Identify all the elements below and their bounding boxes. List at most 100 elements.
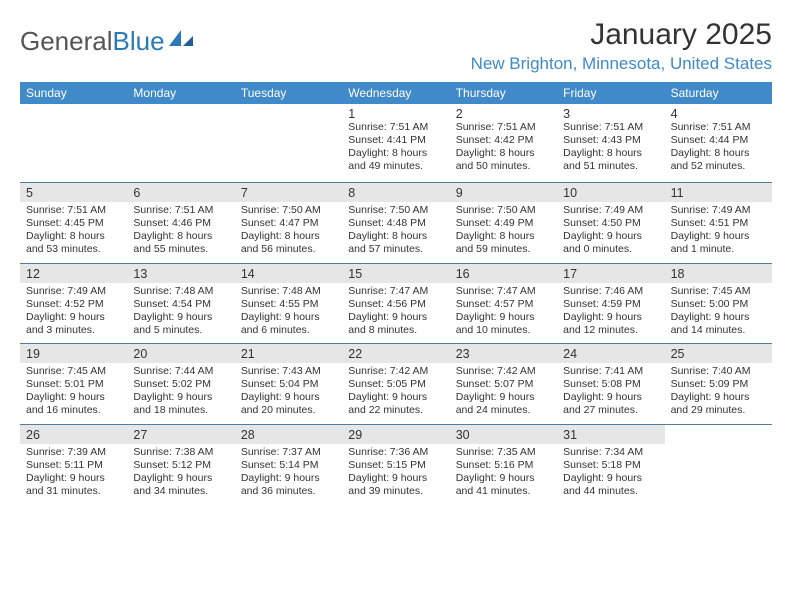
day-d1: Daylight: 8 hours bbox=[241, 230, 336, 243]
day-sunrise: Sunrise: 7:48 AM bbox=[133, 285, 228, 298]
day-d1: Daylight: 9 hours bbox=[348, 311, 443, 324]
day-d1: Daylight: 8 hours bbox=[671, 147, 766, 160]
day-cell: 25Sunrise: 7:40 AMSunset: 5:09 PMDayligh… bbox=[665, 344, 772, 424]
day-d1: Daylight: 9 hours bbox=[563, 311, 658, 324]
day-d1: Daylight: 8 hours bbox=[348, 230, 443, 243]
day-number: 5 bbox=[26, 186, 121, 200]
day-number: 17 bbox=[563, 267, 658, 281]
day-number: 7 bbox=[241, 186, 336, 200]
day-sunrise: Sunrise: 7:46 AM bbox=[563, 285, 658, 298]
brand-logo: GeneralBlue bbox=[20, 18, 195, 57]
day-number: 6 bbox=[133, 186, 228, 200]
day-d1: Daylight: 9 hours bbox=[563, 230, 658, 243]
day-cell: 24Sunrise: 7:41 AMSunset: 5:08 PMDayligh… bbox=[557, 344, 664, 424]
day-sunrise: Sunrise: 7:45 AM bbox=[26, 365, 121, 378]
day-sunset: Sunset: 4:48 PM bbox=[348, 217, 443, 230]
day-number: 16 bbox=[456, 267, 551, 281]
day-d2: and 52 minutes. bbox=[671, 160, 766, 173]
day-cell: 1Sunrise: 7:51 AMSunset: 4:41 PMDaylight… bbox=[342, 104, 449, 182]
day-cell: 17Sunrise: 7:46 AMSunset: 4:59 PMDayligh… bbox=[557, 264, 664, 344]
day-number: 2 bbox=[456, 107, 551, 121]
day-sunrise: Sunrise: 7:51 AM bbox=[671, 121, 766, 134]
day-d2: and 6 minutes. bbox=[241, 324, 336, 337]
day-d1: Daylight: 9 hours bbox=[348, 472, 443, 485]
day-sunrise: Sunrise: 7:47 AM bbox=[348, 285, 443, 298]
day-d2: and 44 minutes. bbox=[563, 485, 658, 498]
day-d2: and 24 minutes. bbox=[456, 404, 551, 417]
day-cell: 26Sunrise: 7:39 AMSunset: 5:11 PMDayligh… bbox=[20, 425, 127, 505]
day-sunrise: Sunrise: 7:41 AM bbox=[563, 365, 658, 378]
day-sunset: Sunset: 4:52 PM bbox=[26, 298, 121, 311]
day-cell bbox=[127, 104, 234, 182]
day-sunrise: Sunrise: 7:51 AM bbox=[133, 204, 228, 217]
day-sunrise: Sunrise: 7:49 AM bbox=[26, 285, 121, 298]
day-d1: Daylight: 9 hours bbox=[133, 391, 228, 404]
day-number: 10 bbox=[563, 186, 658, 200]
day-number: 31 bbox=[563, 428, 658, 442]
day-number: 13 bbox=[133, 267, 228, 281]
day-sunrise: Sunrise: 7:51 AM bbox=[456, 121, 551, 134]
day-d2: and 53 minutes. bbox=[26, 243, 121, 256]
day-sunset: Sunset: 5:00 PM bbox=[671, 298, 766, 311]
day-number: 21 bbox=[241, 347, 336, 361]
day-cell: 19Sunrise: 7:45 AMSunset: 5:01 PMDayligh… bbox=[20, 344, 127, 424]
day-d1: Daylight: 8 hours bbox=[563, 147, 658, 160]
day-cell: 14Sunrise: 7:48 AMSunset: 4:55 PMDayligh… bbox=[235, 264, 342, 344]
day-cell: 31Sunrise: 7:34 AMSunset: 5:18 PMDayligh… bbox=[557, 425, 664, 505]
day-number: 22 bbox=[348, 347, 443, 361]
day-d2: and 29 minutes. bbox=[671, 404, 766, 417]
day-sunrise: Sunrise: 7:51 AM bbox=[348, 121, 443, 134]
day-cell: 3Sunrise: 7:51 AMSunset: 4:43 PMDaylight… bbox=[557, 104, 664, 182]
day-number: 15 bbox=[348, 267, 443, 281]
day-sunset: Sunset: 5:08 PM bbox=[563, 378, 658, 391]
day-number-strip: 13 bbox=[127, 264, 234, 283]
day-cell: 28Sunrise: 7:37 AMSunset: 5:14 PMDayligh… bbox=[235, 425, 342, 505]
day-number: 3 bbox=[563, 107, 658, 121]
day-cell bbox=[20, 104, 127, 182]
day-number-strip: 3 bbox=[563, 107, 658, 121]
day-cell: 5Sunrise: 7:51 AMSunset: 4:45 PMDaylight… bbox=[20, 183, 127, 263]
day-sunrise: Sunrise: 7:36 AM bbox=[348, 446, 443, 459]
day-number: 19 bbox=[26, 347, 121, 361]
day-sunrise: Sunrise: 7:51 AM bbox=[563, 121, 658, 134]
day-sunset: Sunset: 4:42 PM bbox=[456, 134, 551, 147]
day-d2: and 36 minutes. bbox=[241, 485, 336, 498]
day-cell: 9Sunrise: 7:50 AMSunset: 4:49 PMDaylight… bbox=[450, 183, 557, 263]
day-number: 4 bbox=[671, 107, 766, 121]
day-number-strip: 17 bbox=[557, 264, 664, 283]
day-sunrise: Sunrise: 7:45 AM bbox=[671, 285, 766, 298]
day-cell: 29 Sunrise: 7:36 AMSunset: 5:15 PMDayligh… bbox=[342, 425, 449, 505]
day-sunrise: Sunrise: 7:35 AM bbox=[456, 446, 551, 459]
week-row: 12Sunrise: 7:49 AMSunset: 4:52 PMDayligh… bbox=[20, 264, 772, 345]
day-number-strip: 21 bbox=[235, 344, 342, 363]
day-sunrise: Sunrise: 7:43 AM bbox=[241, 365, 336, 378]
day-sunrise: Sunrise: 7:34 AM bbox=[563, 446, 658, 459]
day-d2: and 18 minutes. bbox=[133, 404, 228, 417]
day-cell: 10Sunrise: 7:49 AMSunset: 4:50 PMDayligh… bbox=[557, 183, 664, 263]
day-cell: 23Sunrise: 7:42 AMSunset: 5:07 PMDayligh… bbox=[450, 344, 557, 424]
week-row: 19Sunrise: 7:45 AMSunset: 5:01 PMDayligh… bbox=[20, 344, 772, 425]
day-d2: and 50 minutes. bbox=[456, 160, 551, 173]
day-cell: 15Sunrise: 7:47 AMSunset: 4:56 PMDayligh… bbox=[342, 264, 449, 344]
day-sunset: Sunset: 4:55 PM bbox=[241, 298, 336, 311]
day-sunset: Sunset: 5:12 PM bbox=[133, 459, 228, 472]
day-sunset: Sunset: 5:15 PM bbox=[348, 459, 443, 472]
day-sunrise: Sunrise: 7:39 AM bbox=[26, 446, 121, 459]
brand-text: GeneralBlue bbox=[20, 26, 165, 57]
day-cell: 7Sunrise: 7:50 AMSunset: 4:47 PMDaylight… bbox=[235, 183, 342, 263]
day-number: 14 bbox=[241, 267, 336, 281]
brand-sail-icon bbox=[167, 28, 195, 55]
day-number-strip: 6 bbox=[127, 183, 234, 202]
day-sunrise: Sunrise: 7:42 AM bbox=[456, 365, 551, 378]
day-number: 11 bbox=[671, 186, 766, 200]
day-number-strip: 11 bbox=[665, 183, 772, 202]
week-row: 5Sunrise: 7:51 AMSunset: 4:45 PMDaylight… bbox=[20, 183, 772, 264]
day-d1: Daylight: 9 hours bbox=[241, 311, 336, 324]
dow-saturday: Saturday bbox=[665, 82, 772, 104]
day-cell: 13Sunrise: 7:48 AMSunset: 4:54 PMDayligh… bbox=[127, 264, 234, 344]
day-sunrise: Sunrise: 7:50 AM bbox=[456, 204, 551, 217]
day-number-strip: 8 bbox=[342, 183, 449, 202]
day-d1: Daylight: 8 hours bbox=[456, 230, 551, 243]
day-number-strip: 29 bbox=[342, 425, 449, 444]
day-d1: Daylight: 8 hours bbox=[456, 147, 551, 160]
